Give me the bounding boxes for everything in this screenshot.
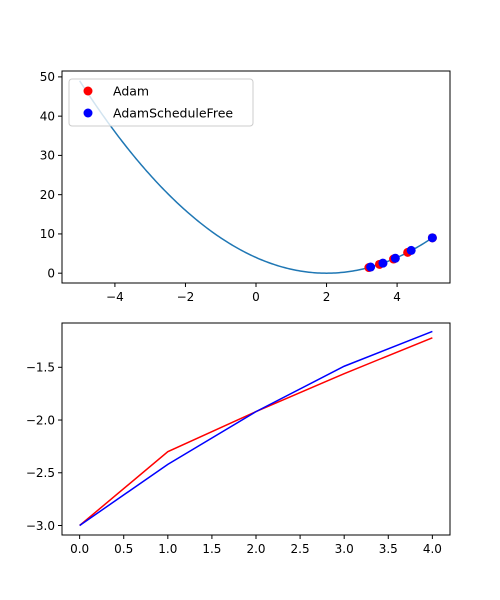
top-chart-marks xyxy=(79,80,437,274)
legend-label-adamschedulefree: AdamScheduleFree xyxy=(113,106,233,121)
top-x-tick-label: 0 xyxy=(252,290,260,304)
bottom-chart-marks xyxy=(79,330,433,527)
bottom-y-tick-label: −3.0 xyxy=(26,519,55,533)
adamschedulefree-point xyxy=(406,245,416,255)
bottom-chart-axes: 0.0 0.5 1.0 1.5 2.0 2.5 3.0 3.5 4.0 −3.0 −2.5 −2.0 −… xyxy=(26,361,442,556)
bottom-chart: 0.0 0.5 1.0 1.5 2.0 2.5 3.0 3.5 4.0 −3.0 −2.5 −2.0 −… xyxy=(26,322,451,556)
top-y-tick-label: 20 xyxy=(40,188,55,202)
top-y-tick-label: 50 xyxy=(40,70,55,84)
bottom-y-tick-label: −1.5 xyxy=(26,361,55,375)
top-y-tick-label: 0 xyxy=(47,266,55,280)
bottom-x-tick-label: 0.0 xyxy=(70,542,89,556)
bottom-x-tick-label: 4.0 xyxy=(423,542,442,556)
blue-series-line xyxy=(79,330,433,527)
legend-marker-adam xyxy=(83,86,93,96)
bottom-x-tick-label: 3.0 xyxy=(335,542,354,556)
adamschedulefree-point xyxy=(378,258,388,268)
bottom-x-tick-label: 2.5 xyxy=(291,542,310,556)
adamschedulefree-point xyxy=(427,233,437,243)
legend-label-adam: Adam xyxy=(113,84,149,99)
bottom-y-tick-label: −2.0 xyxy=(26,413,55,427)
top-y-tick-label: 30 xyxy=(40,149,55,163)
bottom-x-tick-label: 1.5 xyxy=(202,542,221,556)
top-y-tick-label: 40 xyxy=(40,109,55,123)
bottom-x-tick-label: 1.0 xyxy=(158,542,177,556)
top-x-tick-label: 4 xyxy=(393,290,401,304)
bottom-x-tick-label: 0.5 xyxy=(114,542,133,556)
adamschedulefree-point xyxy=(366,262,376,272)
bottom-x-tick-label: 3.5 xyxy=(379,542,398,556)
adamschedulefree-point xyxy=(390,253,400,263)
legend-marker-adamschedulefree xyxy=(83,108,93,118)
legend-box xyxy=(68,78,254,127)
top-x-tick-label: −4 xyxy=(106,290,124,304)
bottom-y-tick-label: −2.5 xyxy=(26,466,55,480)
legend: Adam AdamScheduleFree xyxy=(68,78,254,127)
top-x-tick-label: −2 xyxy=(177,290,195,304)
bottom-x-tick-label: 2.0 xyxy=(246,542,265,556)
top-x-tick-label: 2 xyxy=(323,290,331,304)
top-y-tick-label: 10 xyxy=(40,227,55,241)
